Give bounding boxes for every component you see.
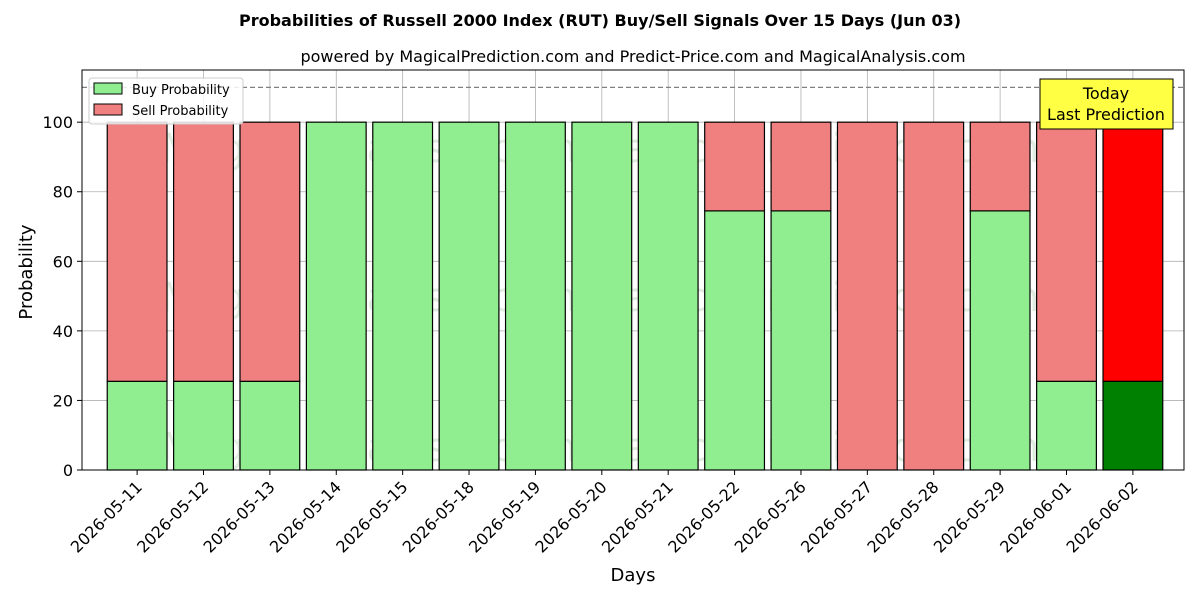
y-tick-label: 80: [53, 183, 73, 202]
bar-buy: [1036, 380, 1097, 471]
bar-buy: [704, 210, 766, 471]
bar-sell: [836, 121, 898, 471]
y-tick-label: 60: [53, 252, 73, 271]
bar-sell: [173, 121, 234, 382]
bar-buy: [969, 210, 1031, 471]
legend-swatch: [93, 82, 123, 95]
bar-buy: [770, 210, 832, 471]
y-tick-label: 20: [53, 391, 73, 410]
legend-box: [88, 77, 244, 125]
y-axis-label: Probability: [16, 224, 37, 319]
x-axis-label: Days: [611, 565, 656, 586]
chart-title: Probabilities of Russell 2000 Index (RUT…: [239, 11, 961, 30]
x-axis: 2026-05-112026-05-122026-05-132026-05-14…: [67, 470, 1142, 557]
y-axis: 0 20 40 60 80 100: [42, 113, 82, 480]
y-tick-label: 40: [53, 322, 73, 341]
legend-label: Sell Probability: [132, 104, 229, 119]
bar-buy: [571, 121, 633, 471]
bar-buy: [106, 380, 168, 471]
bar-sell: [770, 121, 832, 212]
legend: Buy Probability Sell Probability: [88, 77, 244, 125]
bar-sell: [1036, 121, 1097, 382]
legend-label: Buy Probability: [132, 83, 230, 98]
legend-swatch: [93, 103, 123, 116]
bar-buy: [239, 380, 301, 471]
annotation-text: Today: [1082, 84, 1129, 103]
today-annotation: Today Last Prediction: [1039, 78, 1174, 130]
y-tick-label: 100: [42, 113, 73, 132]
bar-sell: [903, 121, 965, 471]
bars: [106, 121, 1164, 471]
bar-sell: [704, 121, 766, 212]
bar-buy: [173, 380, 234, 471]
x-tick-label: 2026-06-02: [1063, 477, 1142, 556]
bar-sell: [106, 121, 168, 382]
y-tick-label: 0: [63, 461, 73, 480]
bar-buy: [305, 121, 367, 471]
annotation-box: [1039, 78, 1174, 130]
chart-subtitle: powered by MagicalPrediction.com and Pre…: [300, 47, 965, 66]
bar-buy: [637, 121, 699, 471]
bar-buy: [504, 121, 566, 471]
bar-buy: [438, 121, 500, 471]
bar-buy: [372, 121, 434, 471]
annotation-text: Last Prediction: [1047, 105, 1165, 124]
bar-sell: [1102, 121, 1164, 382]
bar-buy: [1102, 380, 1164, 471]
plot-frame: [81, 69, 1185, 471]
bar-sell: [969, 121, 1031, 212]
bar-sell: [239, 121, 301, 382]
